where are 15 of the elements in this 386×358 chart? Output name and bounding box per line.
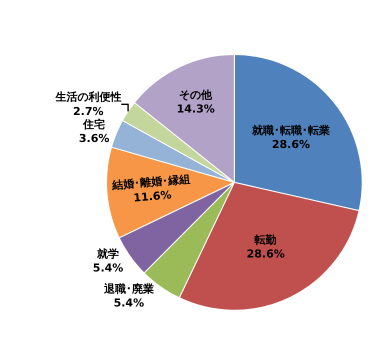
slice-label: 住宅 xyxy=(82,118,106,131)
data-label: 28.6% xyxy=(246,248,285,261)
data-label: 11.6% xyxy=(132,188,172,205)
data-label: 5.4% xyxy=(114,296,144,310)
data-label: 5.4% xyxy=(92,262,124,275)
slice-label: 就学 xyxy=(96,247,120,260)
slice-label: 生活の利便性 xyxy=(54,90,122,104)
slice-label: 退職･廃業 xyxy=(102,282,154,296)
slice-label: その他 xyxy=(179,88,214,102)
slice-label: 転勤 xyxy=(254,233,277,246)
data-label: 3.6% xyxy=(78,132,110,146)
data-label: 14.3% xyxy=(176,102,215,116)
data-label: 2.7% xyxy=(73,104,104,118)
slice-label: 就職･転職･転業 xyxy=(250,124,330,137)
data-label: 28.6% xyxy=(272,138,310,152)
